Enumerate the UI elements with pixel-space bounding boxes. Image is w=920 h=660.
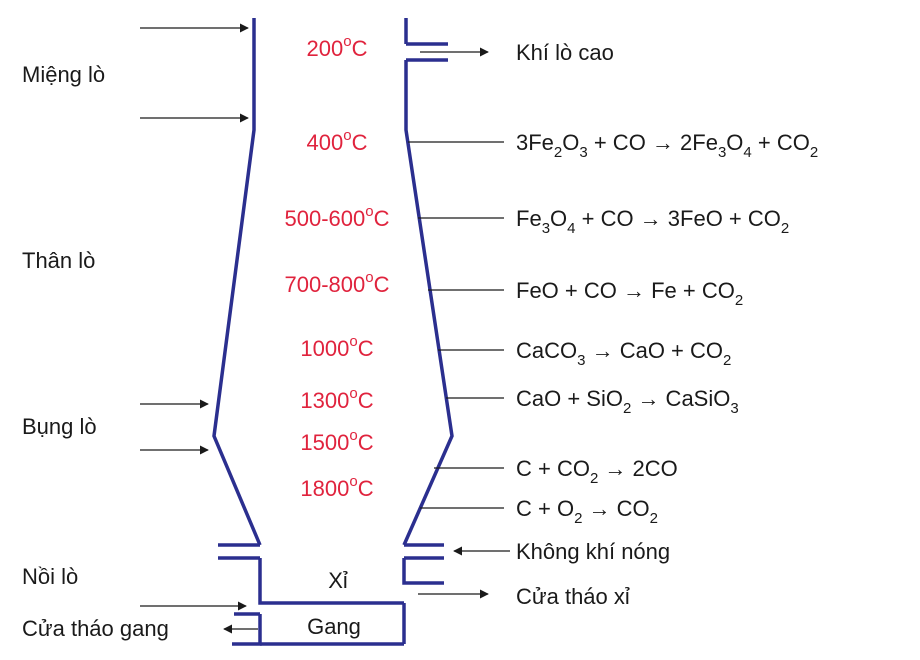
temp-label: 1300oC — [300, 385, 373, 413]
temperature-labels: 200oC 400oC 500-600oC 700-800oC 1000oC 1… — [285, 33, 390, 501]
temp-label: 1500oC — [300, 427, 373, 455]
temp-label: 500-600oC — [285, 203, 390, 231]
zone-labels: Miệng lò Thân lò Bụng lò Nồi lò Cửa tháo… — [22, 62, 169, 641]
left-arrows — [140, 23, 258, 634]
temp-label: 1000oC — [300, 333, 373, 361]
slag-label: Xỉ — [328, 568, 348, 593]
furnace-outline — [212, 18, 454, 646]
zone-belly-label: Bụng lò — [22, 414, 97, 439]
reaction-5: CaO + SiO2 → CaSiO3 — [516, 386, 739, 417]
slag-tap-label: Cửa tháo xỉ — [516, 584, 630, 609]
reaction-2: Fe3O4 + CO → 3FeO + CO2 — [516, 206, 789, 237]
reaction-6: C + CO2 → 2CO — [516, 456, 678, 487]
reaction-1: 3Fe2O3 + CO → 2Fe3O4 + CO2 — [516, 130, 818, 161]
zone-mouth-label: Miệng lò — [22, 62, 105, 87]
right-arrows — [418, 47, 510, 599]
zone-body-label: Thân lò — [22, 248, 95, 273]
right-labels: Khí lò cao Không khí nóng Cửa tháo xỉ — [516, 40, 670, 609]
temp-label: 400oC — [307, 127, 368, 155]
zone-iron-tap-label: Cửa tháo gang — [22, 616, 169, 641]
reaction-4: CaCO3 → CaO + CO2 — [516, 338, 731, 369]
reaction-7: C + O2 → CO2 — [516, 496, 658, 527]
reaction-leaders — [408, 141, 504, 509]
zone-hearth-label: Nồi lò — [22, 564, 78, 589]
temp-label: 1800oC — [300, 473, 373, 501]
hearth-contents: Xỉ Gang — [307, 568, 361, 639]
iron-label: Gang — [307, 614, 361, 639]
reactions: 3Fe2O3 + CO → 2Fe3O4 + CO2 Fe3O4 + CO → … — [516, 130, 818, 527]
gas-label: Khí lò cao — [516, 40, 614, 65]
temp-label: 200oC — [307, 33, 368, 61]
hot-air-label: Không khí nóng — [516, 539, 670, 564]
reaction-3: FeO + CO → Fe + CO2 — [516, 278, 743, 309]
temp-label: 700-800oC — [285, 269, 390, 297]
